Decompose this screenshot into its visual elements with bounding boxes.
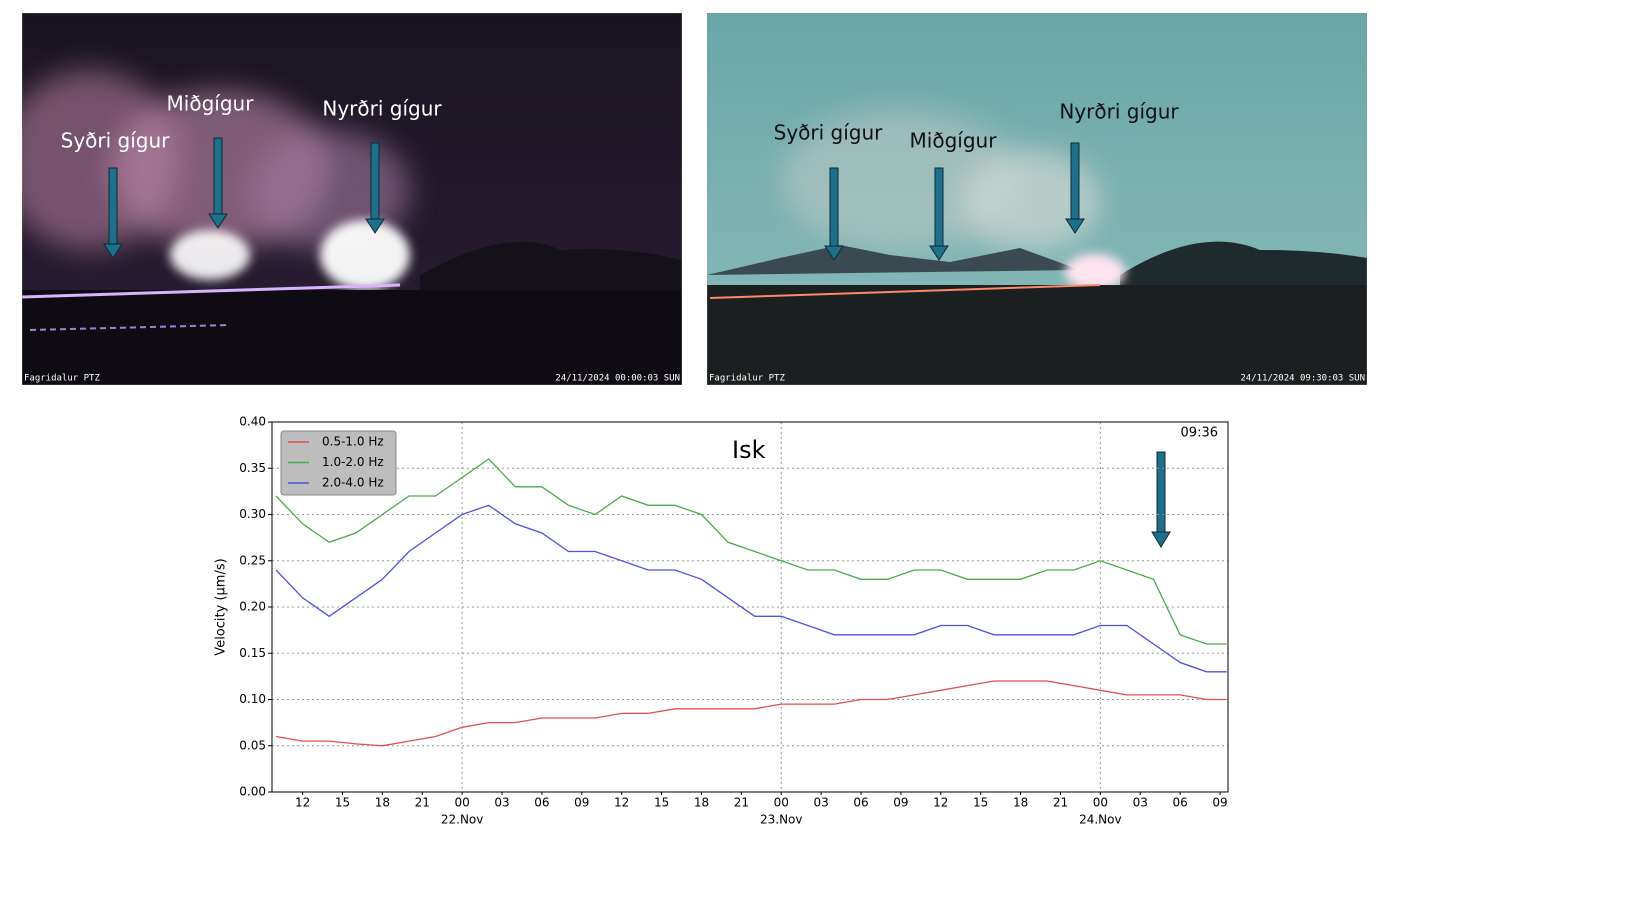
x-day-label: 22.Nov [441, 813, 484, 827]
x-tick-label: 12 [295, 796, 310, 810]
arrow-head [208, 213, 228, 229]
photo-label: Miðgígur [167, 92, 255, 116]
x-tick-label: 03 [813, 796, 828, 810]
camera-name: Fagridalur PTZ [709, 374, 785, 384]
arrow [370, 142, 380, 220]
y-tick-label: 0.40 [239, 415, 266, 429]
x-tick-label: 12 [614, 796, 629, 810]
x-tick-label: 06 [853, 796, 868, 810]
x-tick-label: 09 [574, 796, 589, 810]
chart-arrow [1151, 451, 1171, 548]
y-tick-label: 0.35 [239, 461, 266, 475]
x-day-label: 23.Nov [760, 813, 803, 827]
legend-box [280, 430, 397, 496]
arrow-head [929, 245, 949, 261]
x-tick-label: 06 [1172, 796, 1187, 810]
y-tick-label: 0.20 [239, 600, 266, 614]
x-tick-label: 03 [494, 796, 509, 810]
photo-2 [707, 13, 1367, 385]
x-tick-label: 00 [1093, 796, 1108, 810]
x-tick-label: 00 [454, 796, 469, 810]
x-tick-label: 21 [734, 796, 749, 810]
arrow-head [824, 245, 844, 261]
y-tick-label: 0.15 [239, 646, 266, 660]
photo-label: Nyrðri gígur [322, 97, 442, 121]
photo-1 [22, 13, 682, 385]
x-tick-label: 18 [1013, 796, 1028, 810]
x-tick-label: 21 [1053, 796, 1068, 810]
legend-label: 2.0-4.0 Hz [322, 476, 384, 490]
x-tick-label: 21 [415, 796, 430, 810]
series-line [275, 458, 1227, 645]
photo-label: Syðri gígur [774, 121, 884, 145]
chart-title: Isk [732, 436, 766, 464]
x-tick-label: 18 [694, 796, 709, 810]
x-tick-label: 09 [1212, 796, 1227, 810]
x-tick-label: 06 [534, 796, 549, 810]
photo-label: Miðgígur [910, 129, 998, 153]
arrow [934, 167, 944, 247]
annotation: 09:36 [1181, 426, 1218, 441]
x-tick-label: 15 [654, 796, 669, 810]
x-tick-label: 15 [335, 796, 350, 810]
y-axis-label: Velocity (μm/s) [214, 558, 229, 655]
x-tick-label: 15 [973, 796, 988, 810]
x-day-label: 24.Nov [1079, 813, 1122, 827]
y-tick-label: 0.25 [239, 553, 266, 567]
x-tick-label: 18 [375, 796, 390, 810]
arrow-head [1065, 218, 1085, 234]
y-tick-label: 0.10 [239, 692, 266, 706]
arrow [108, 167, 118, 245]
y-tick-label: 0.05 [239, 738, 266, 752]
y-tick-label: 0.00 [239, 785, 266, 799]
photo-label: Syðri gígur [61, 129, 171, 153]
y-tick-label: 0.30 [239, 507, 266, 521]
x-tick-label: 09 [893, 796, 908, 810]
arrow [829, 167, 839, 247]
x-tick-label: 03 [1133, 796, 1148, 810]
legend-label: 1.0-2.0 Hz [322, 455, 384, 469]
timestamp: 24/11/2024 09:30:03 SUN [1240, 374, 1365, 384]
arrow [1070, 142, 1080, 220]
arrow [213, 137, 223, 215]
x-tick-label: 12 [933, 796, 948, 810]
camera-name: Fagridalur PTZ [24, 374, 100, 384]
arrow-head [103, 243, 123, 259]
photo-label: Nyrðri gígur [1059, 100, 1179, 124]
timestamp: 24/11/2024 00:00:03 SUN [555, 374, 680, 384]
series-line [275, 504, 1227, 673]
x-tick-label: 00 [774, 796, 789, 810]
plot-frame [271, 421, 1229, 793]
series-line [275, 680, 1227, 747]
legend-label: 0.5-1.0 Hz [322, 435, 384, 449]
arrow-head [365, 218, 385, 234]
